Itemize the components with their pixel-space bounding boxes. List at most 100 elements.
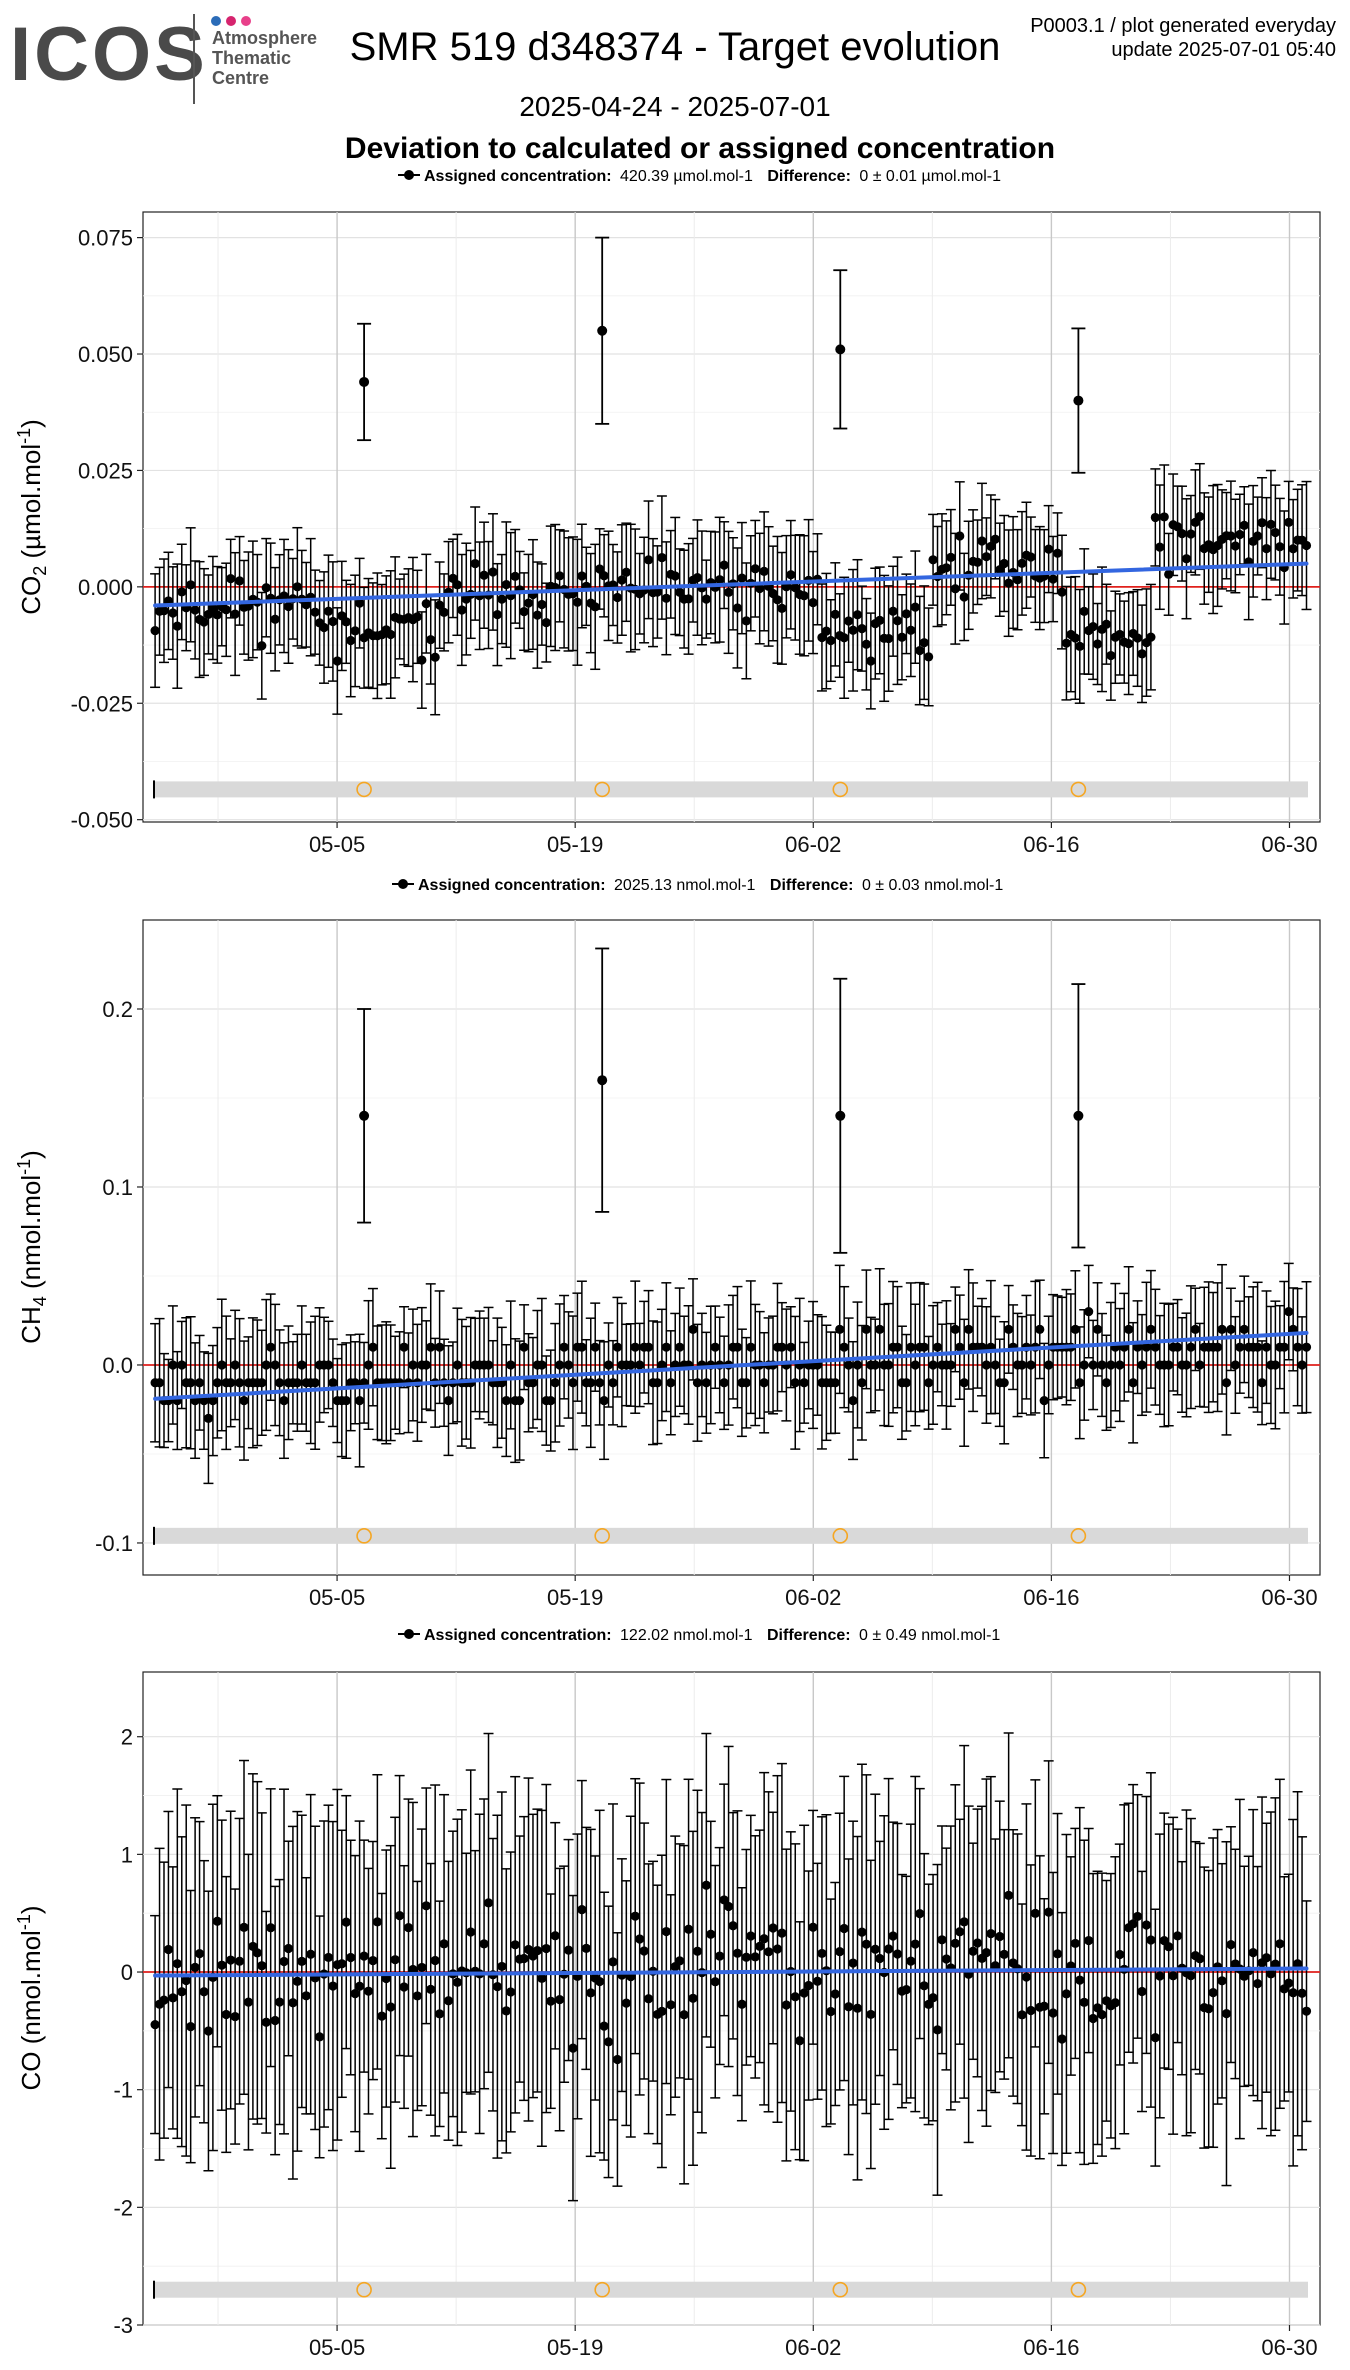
data-point	[212, 610, 222, 620]
data-point	[252, 1948, 262, 1958]
x-tick-label: 06-30	[1261, 2335, 1317, 2360]
data-point	[354, 598, 365, 608]
data-point	[1155, 1971, 1165, 1981]
data-point	[586, 1988, 596, 1998]
data-point	[234, 1956, 245, 1966]
data-point	[1248, 1948, 1258, 1958]
data-point	[1217, 1324, 1227, 1334]
page-title: SMR 519 d348374 - Target evolution	[350, 25, 1001, 69]
data-point	[884, 1944, 894, 1954]
y-tick-label: 0.025	[78, 458, 133, 483]
data-point	[986, 1928, 996, 1939]
data-point	[537, 1973, 547, 1983]
data-point	[786, 570, 796, 580]
data-point	[835, 1324, 845, 1334]
data-point	[283, 1943, 294, 1954]
data-point	[1284, 1978, 1294, 1988]
data-point	[1270, 1360, 1280, 1370]
data-point	[719, 1378, 729, 1388]
data-point	[728, 1921, 738, 1931]
data-point	[234, 1378, 245, 1388]
logo-dot-pink	[241, 16, 251, 26]
data-point	[661, 1926, 671, 1937]
data-point	[1017, 1360, 1027, 1370]
date-range: 2025-04-24 - 2025-07-01	[519, 91, 830, 122]
data-point	[603, 1360, 614, 1370]
data-point	[1084, 1306, 1094, 1317]
data-point	[692, 1378, 703, 1388]
event-marker	[1070, 1528, 1087, 1544]
data-point	[1226, 531, 1236, 541]
data-point	[492, 610, 503, 620]
data-point	[986, 541, 996, 552]
outlier-point	[1073, 1110, 1084, 1121]
x-tick-label: 06-02	[785, 832, 841, 857]
data-point	[181, 1975, 191, 1986]
data-point	[581, 1943, 591, 1953]
data-point	[892, 1342, 903, 1352]
data-point	[750, 1952, 760, 1962]
data-point	[408, 1964, 418, 1975]
data-point	[906, 1956, 916, 1966]
data-point	[270, 614, 280, 624]
data-point	[430, 652, 440, 662]
data-point	[1212, 1342, 1223, 1352]
data-point	[981, 1948, 992, 1958]
y-tick-label: -3	[113, 2313, 133, 2338]
data-point	[612, 1342, 623, 1352]
outlier-point	[835, 1110, 846, 1121]
x-axis-ticks-co2: 05-05 05-19 06-02 06-16 06-30	[309, 822, 1318, 857]
data-point	[563, 1360, 574, 1370]
y-tick-label: -0.050	[71, 808, 133, 833]
data-point	[928, 1360, 938, 1370]
data-point	[861, 639, 871, 649]
data-point	[550, 1378, 560, 1388]
y-tick-label: 2	[121, 1725, 133, 1750]
data-point	[1075, 641, 1085, 651]
data-point	[861, 1324, 871, 1334]
event-marker	[832, 781, 849, 798]
data-point	[590, 602, 600, 612]
data-point	[675, 1956, 685, 1966]
outlier-point	[1073, 395, 1084, 406]
data-point	[306, 1949, 316, 1959]
data-point	[159, 1995, 169, 2005]
data-point	[368, 1342, 378, 1352]
data-point	[844, 1360, 854, 1370]
data-point	[519, 1342, 529, 1352]
data-point	[1164, 1942, 1174, 1952]
data-point	[932, 2025, 943, 2035]
data-point	[1137, 649, 1147, 659]
data-point	[408, 1360, 418, 1370]
data-point	[319, 622, 329, 633]
data-point	[372, 1917, 382, 1927]
data-point	[710, 1977, 720, 1987]
data-point	[1044, 1360, 1054, 1370]
data-point	[403, 1922, 414, 1933]
data-point	[234, 576, 245, 586]
data-point	[1164, 569, 1174, 579]
trend-line	[153, 561, 1309, 608]
data-point	[964, 1324, 974, 1334]
data-point	[386, 2002, 396, 2012]
data-point	[732, 1948, 743, 1958]
event-marker	[1070, 781, 1087, 798]
data-point	[781, 2000, 791, 2010]
data-point	[1124, 1324, 1134, 1334]
data-point	[399, 1982, 409, 1992]
data-point	[715, 575, 725, 585]
data-point	[537, 1360, 547, 1370]
data-point	[955, 531, 965, 541]
data-point	[359, 1951, 369, 1961]
data-point	[1261, 544, 1272, 554]
data-point	[448, 573, 458, 583]
data-point	[421, 599, 431, 609]
data-point	[341, 1917, 351, 1927]
data-point	[608, 1957, 618, 1967]
data-point	[924, 1378, 934, 1388]
data-point	[706, 1929, 716, 1939]
data-point	[732, 603, 743, 613]
data-point	[1181, 554, 1192, 564]
data-point	[1004, 578, 1014, 588]
